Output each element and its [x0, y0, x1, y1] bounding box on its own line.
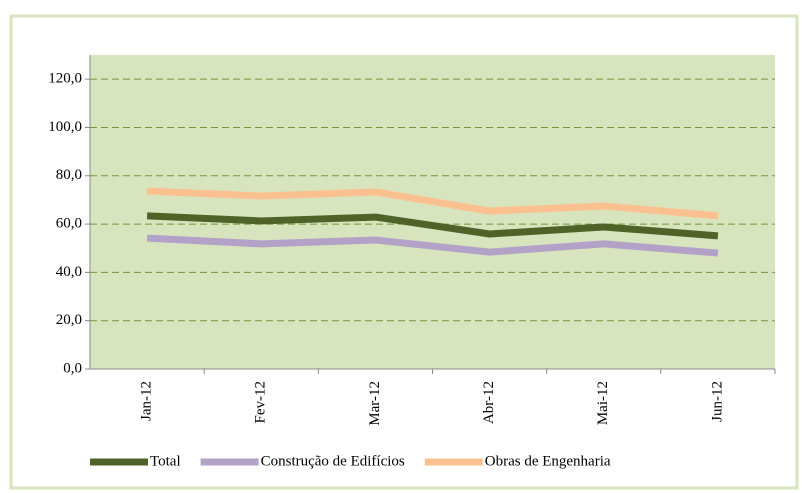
x-tick-label: Jun-12 [709, 381, 725, 422]
y-tick-label: 40,0 [56, 264, 82, 280]
legend-label: Construção de Edifícios [261, 453, 405, 469]
y-tick-label: 0,0 [63, 360, 82, 376]
y-tick-label: 80,0 [56, 167, 82, 183]
x-tick-label: Fev-12 [253, 381, 269, 424]
x-tick-label: Jan-12 [139, 381, 155, 421]
x-tick-label: Abr-12 [481, 381, 497, 424]
x-tick-label: Mai-12 [595, 381, 611, 425]
y-tick-label: 120,0 [48, 71, 82, 87]
x-tick-label: Mar-12 [367, 381, 383, 426]
y-tick-label: 20,0 [56, 312, 82, 328]
legend-label: Obras de Engenharia [485, 453, 611, 469]
y-tick-label: 60,0 [56, 216, 82, 232]
line-series [146, 212, 719, 240]
line-series [146, 187, 719, 220]
legend-label: Total [150, 453, 181, 469]
y-tick-label: 100,0 [48, 119, 82, 135]
line-series [146, 234, 719, 257]
